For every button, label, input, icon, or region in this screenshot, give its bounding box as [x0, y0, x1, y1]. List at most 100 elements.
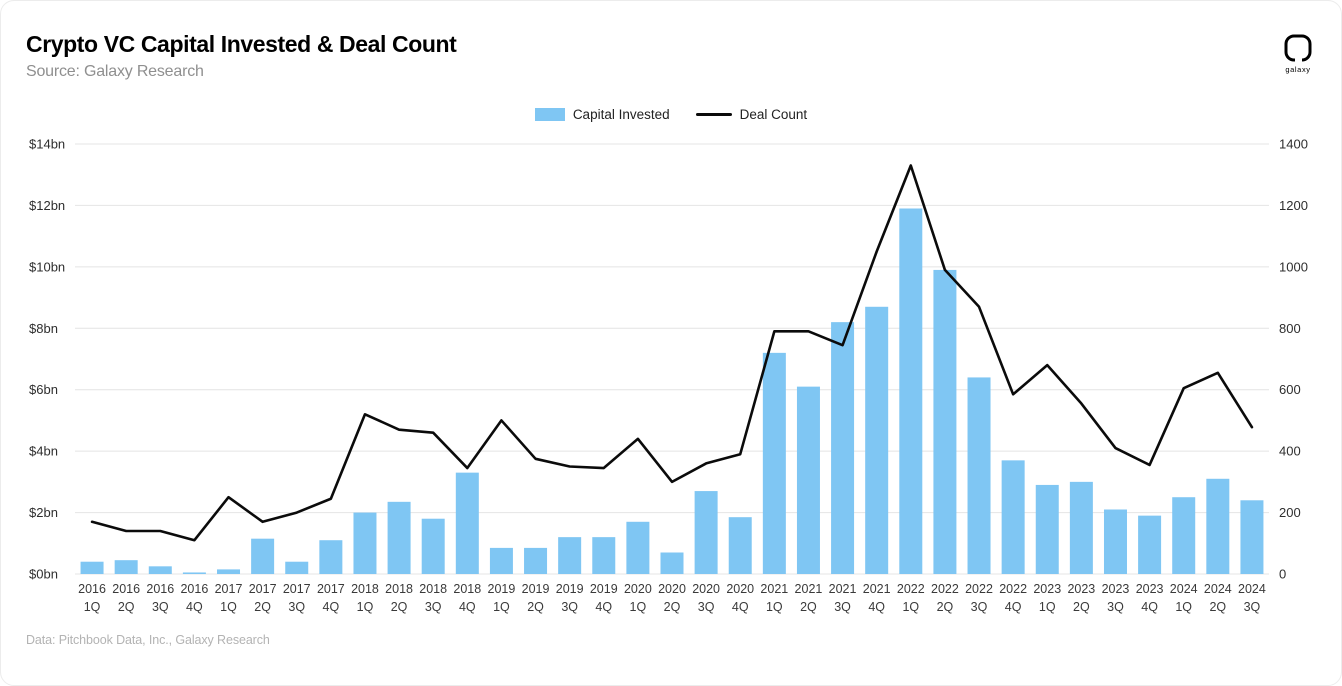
svg-text:2020: 2020: [624, 582, 652, 596]
svg-text:2016: 2016: [78, 582, 106, 596]
svg-text:2016: 2016: [112, 582, 140, 596]
svg-text:3Q: 3Q: [152, 600, 169, 614]
svg-text:3Q: 3Q: [698, 600, 715, 614]
galaxy-logo-label: galaxy: [1285, 65, 1311, 74]
svg-text:2024: 2024: [1238, 582, 1266, 596]
svg-text:1Q: 1Q: [1175, 600, 1192, 614]
svg-text:1Q: 1Q: [1039, 600, 1056, 614]
svg-text:3Q: 3Q: [1244, 600, 1261, 614]
chart-legend: Capital Invested Deal Count: [1, 107, 1341, 122]
svg-text:$2bn: $2bn: [29, 505, 58, 520]
svg-text:2017: 2017: [215, 582, 243, 596]
capital-invested-swatch-icon: [534, 108, 565, 121]
svg-text:2022: 2022: [931, 582, 959, 596]
deal-count-swatch-icon: [695, 113, 732, 116]
svg-text:2021: 2021: [829, 582, 857, 596]
svg-text:3Q: 3Q: [834, 600, 851, 614]
svg-text:3Q: 3Q: [288, 600, 305, 614]
svg-text:3Q: 3Q: [561, 600, 578, 614]
svg-text:1Q: 1Q: [630, 600, 647, 614]
svg-text:1Q: 1Q: [766, 600, 783, 614]
svg-text:2023: 2023: [1033, 582, 1061, 596]
page-title: Crypto VC Capital Invested & Deal Count: [26, 31, 457, 57]
svg-text:2024: 2024: [1170, 582, 1198, 596]
svg-text:2Q: 2Q: [391, 600, 408, 614]
svg-text:2Q: 2Q: [527, 600, 544, 614]
legend-item-deal-count: Deal Count: [695, 107, 808, 122]
svg-text:2016: 2016: [146, 582, 174, 596]
legend-item-capital-invested: Capital Invested: [534, 107, 670, 122]
svg-text:4Q: 4Q: [1005, 600, 1022, 614]
svg-text:$10bn: $10bn: [29, 259, 65, 274]
svg-text:1000: 1000: [1279, 259, 1308, 274]
svg-text:2Q: 2Q: [664, 600, 681, 614]
source-subtitle: Source: Galaxy Research: [26, 63, 204, 80]
svg-text:4Q: 4Q: [459, 600, 476, 614]
svg-text:4Q: 4Q: [323, 600, 340, 614]
svg-text:2019: 2019: [522, 582, 550, 596]
legend-deal-count-label: Deal Count: [739, 107, 808, 122]
svg-text:2017: 2017: [317, 582, 345, 596]
svg-text:$8bn: $8bn: [29, 321, 58, 336]
svg-text:2Q: 2Q: [254, 600, 271, 614]
svg-text:1Q: 1Q: [357, 600, 374, 614]
svg-text:2023: 2023: [1067, 582, 1095, 596]
svg-text:2017: 2017: [283, 582, 311, 596]
svg-text:4Q: 4Q: [868, 600, 885, 614]
svg-text:2Q: 2Q: [937, 600, 954, 614]
svg-text:3Q: 3Q: [425, 600, 442, 614]
svg-text:2019: 2019: [556, 582, 584, 596]
svg-text:4Q: 4Q: [186, 600, 203, 614]
svg-text:3Q: 3Q: [971, 600, 988, 614]
svg-text:2019: 2019: [488, 582, 516, 596]
svg-text:2024: 2024: [1204, 582, 1232, 596]
svg-text:1Q: 1Q: [220, 600, 237, 614]
svg-text:2022: 2022: [999, 582, 1027, 596]
svg-text:2018: 2018: [419, 582, 447, 596]
svg-text:1200: 1200: [1279, 198, 1308, 213]
svg-text:4Q: 4Q: [732, 600, 749, 614]
svg-text:$6bn: $6bn: [29, 382, 58, 397]
galaxy-logo-icon: [1284, 34, 1312, 62]
svg-text:600: 600: [1279, 382, 1301, 397]
svg-text:4Q: 4Q: [595, 600, 612, 614]
svg-text:2Q: 2Q: [1209, 600, 1226, 614]
svg-text:2017: 2017: [249, 582, 277, 596]
svg-text:2Q: 2Q: [800, 600, 817, 614]
legend-capital-invested-label: Capital Invested: [572, 107, 670, 122]
svg-text:2022: 2022: [897, 582, 925, 596]
svg-text:2019: 2019: [590, 582, 618, 596]
svg-text:2021: 2021: [760, 582, 788, 596]
svg-text:800: 800: [1279, 321, 1301, 336]
svg-text:$12bn: $12bn: [29, 198, 65, 213]
svg-text:1Q: 1Q: [493, 600, 510, 614]
svg-text:2022: 2022: [965, 582, 993, 596]
svg-text:2020: 2020: [726, 582, 754, 596]
svg-text:1400: 1400: [1279, 137, 1308, 152]
svg-text:2Q: 2Q: [1073, 600, 1090, 614]
svg-text:0: 0: [1279, 567, 1286, 582]
svg-text:$4bn: $4bn: [29, 444, 58, 459]
svg-text:2021: 2021: [863, 582, 891, 596]
galaxy-logo: galaxy: [1277, 33, 1319, 74]
svg-text:$0bn: $0bn: [29, 567, 58, 582]
svg-text:1Q: 1Q: [902, 600, 919, 614]
svg-text:400: 400: [1279, 444, 1301, 459]
svg-text:200: 200: [1279, 505, 1301, 520]
svg-text:1Q: 1Q: [84, 600, 101, 614]
svg-text:2023: 2023: [1102, 582, 1130, 596]
svg-text:2016: 2016: [180, 582, 208, 596]
svg-text:2Q: 2Q: [118, 600, 135, 614]
svg-text:4Q: 4Q: [1141, 600, 1158, 614]
svg-text:2021: 2021: [795, 582, 823, 596]
svg-text:3Q: 3Q: [1107, 600, 1124, 614]
svg-text:2020: 2020: [658, 582, 686, 596]
svg-text:2018: 2018: [351, 582, 379, 596]
svg-text:2018: 2018: [453, 582, 481, 596]
data-attribution: Data: Pitchbook Data, Inc., Galaxy Resea…: [26, 633, 270, 647]
svg-text:2023: 2023: [1136, 582, 1164, 596]
svg-text:$14bn: $14bn: [29, 137, 65, 152]
svg-text:2020: 2020: [692, 582, 720, 596]
